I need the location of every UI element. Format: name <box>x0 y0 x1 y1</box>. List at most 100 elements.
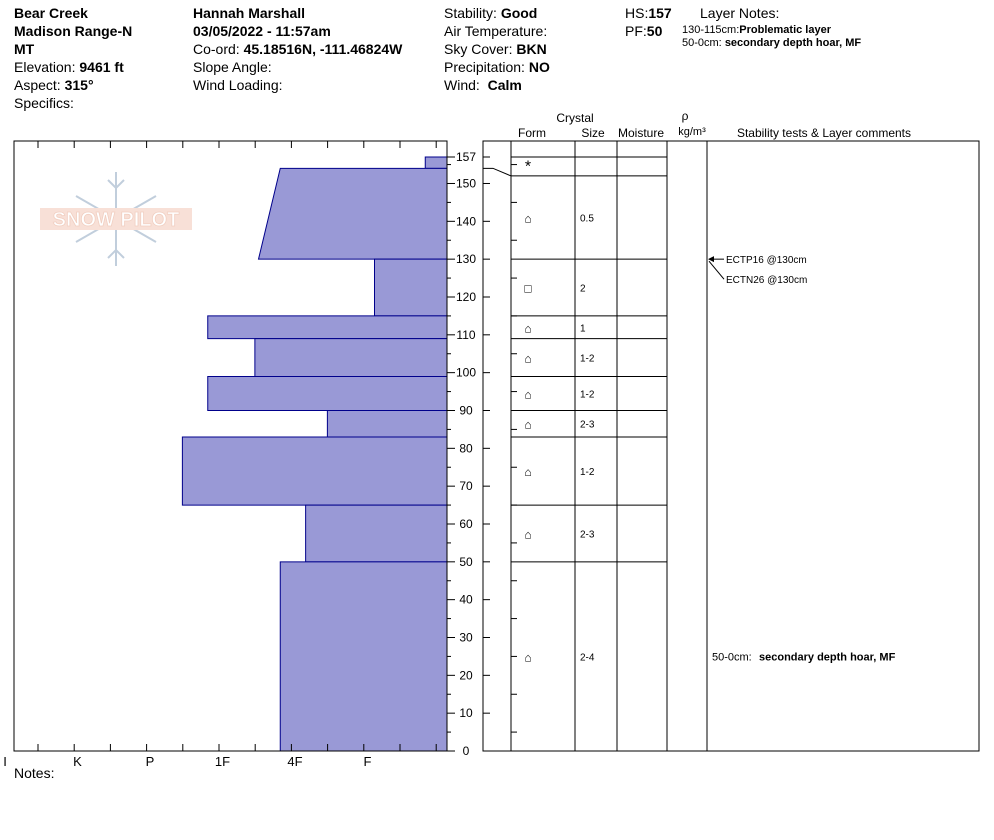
snowpilot-logo: SNOW PILOT <box>40 172 192 266</box>
elevation-value: 9461 ft <box>79 59 124 75</box>
air-temp-label: Air Temperature: <box>444 23 548 39</box>
hardness-layer-bar <box>279 561 448 752</box>
grain-size-label: 1-2 <box>580 354 595 365</box>
wind-loading-label: Wind Loading: <box>193 77 283 93</box>
form-header: Form <box>518 126 546 140</box>
depth-tick-label: 40 <box>459 593 473 607</box>
layer-comment-range: 50-0cm: <box>712 651 752 663</box>
pf-label: PF: <box>625 23 647 39</box>
observer-info: Hannah Marshall 03/05/2022 - 11:57am Co-… <box>193 4 402 94</box>
depth-tick-label: 90 <box>459 403 473 417</box>
notes-label: Notes: <box>14 765 55 781</box>
hs-label: HS: <box>625 5 649 21</box>
grain-form-symbol: □ <box>524 282 531 296</box>
hardness-layer-bar <box>424 156 448 169</box>
elevation-label: Elevation: <box>14 59 76 75</box>
depth-tick-label: 120 <box>456 290 476 304</box>
precip-value: NO <box>528 59 550 75</box>
logo-text: SNOW PILOT <box>53 209 180 231</box>
hardness-layer-bar <box>374 258 448 317</box>
hardness-layer-bar <box>305 504 448 563</box>
range-name: Madison Range-N <box>14 23 133 39</box>
hardness-layer-bar <box>254 338 448 377</box>
grain-form-symbol: * <box>525 158 531 175</box>
grain-form-symbol: ⌂ <box>524 387 531 401</box>
hs-pf-info: HS:157 PF:50 <box>625 4 672 40</box>
stability-test-leader <box>708 260 725 280</box>
density-unit-header: kg/m³ <box>678 126 706 138</box>
depth-tick-label: 130 <box>456 252 476 266</box>
crystal-header: Crystal <box>556 111 593 125</box>
hardness-tick-label: P <box>146 754 155 769</box>
precip-label: Precipitation: <box>444 59 525 75</box>
stability-test-arrow <box>708 256 714 263</box>
wind-label: Wind: <box>444 77 480 93</box>
observation-datetime: 03/05/2022 - 11:57am <box>193 23 331 39</box>
observer-name: Hannah Marshall <box>193 5 306 21</box>
depth-tick-label: 80 <box>459 441 473 455</box>
hardness-tick-label: K <box>73 754 82 769</box>
depth-tick-label: 0 <box>463 744 470 758</box>
conditions-info: Stability: Good Air Temperature: Sky Cov… <box>444 4 550 94</box>
hardness-tick-label: 1F <box>215 754 230 769</box>
size-header: Size <box>581 126 605 140</box>
depth-tick-label: 70 <box>459 479 473 493</box>
grain-size-label: 0.5 <box>580 214 594 225</box>
layer-notes-title: Layer Notes: <box>700 5 780 21</box>
layer-note-text: Problematic layer <box>739 24 831 36</box>
grain-form-symbol: ⌂ <box>524 352 531 366</box>
grain-size-label: 2 <box>580 284 586 295</box>
site-info: Bear Creek Madison Range-N MT Elevation:… <box>14 4 132 112</box>
depth-tick-label: 30 <box>459 630 473 644</box>
aspect-label: Aspect: <box>14 77 61 93</box>
stability-label: Stability: <box>444 5 497 21</box>
depth-tick-label: 60 <box>459 517 473 531</box>
grain-form-symbol: ⌂ <box>524 321 531 335</box>
depth-tick-label: 10 <box>459 706 473 720</box>
depth-tick-label: 157 <box>456 150 476 164</box>
stability-value: Good <box>500 5 538 21</box>
sky-cover-label: Sky Cover: <box>444 41 513 57</box>
layer-note-text: secondary depth hoar, MF <box>724 37 862 49</box>
wind-value: Calm <box>487 77 522 93</box>
specifics-label: Specifics: <box>14 95 74 111</box>
grain-form-symbol: ⌂ <box>524 418 531 432</box>
grain-size-label: 2-3 <box>580 420 595 431</box>
stability-test-label: ECTN26 @130cm <box>726 275 807 286</box>
depth-tick-label: 50 <box>459 555 473 569</box>
grain-size-label: 1 <box>580 323 586 334</box>
grain-size-label: 2-4 <box>580 652 595 663</box>
layer-comment-text: secondary depth hoar, MF <box>759 651 896 663</box>
location-name: Bear Creek <box>14 5 88 21</box>
hardness-tick-label: I <box>3 754 7 769</box>
grain-form-symbol: ⌂ <box>524 212 531 226</box>
grain-form-symbol: ⌂ <box>524 527 531 541</box>
hs-value: 157 <box>648 5 672 21</box>
depth-tick-label: 150 <box>456 176 476 190</box>
grain-size-label: 1-2 <box>580 467 595 478</box>
depth-tick-label: 20 <box>459 668 473 682</box>
slope-angle-label: Slope Angle: <box>193 59 272 75</box>
sky-cover-value: BKN <box>516 41 547 57</box>
stability-test-label: ECTP16 @130cm <box>726 255 807 266</box>
moisture-header: Moisture <box>618 126 664 140</box>
state-name: MT <box>14 41 35 57</box>
aspect-value: 315° <box>64 77 94 93</box>
layer-notes: 130-115cm:Problematic layer 50-0cm: seco… <box>682 24 861 50</box>
grain-form-symbol: ⌂ <box>524 650 531 664</box>
layer-note-range: 130-115cm: <box>682 24 740 36</box>
hardness-layer-bar <box>257 167 448 260</box>
depth-tick-label: 110 <box>456 328 475 342</box>
coord-value: 45.18516N, -111.46824W <box>243 41 403 57</box>
hardness-tick-label: F <box>364 754 372 769</box>
layer-connector <box>483 167 512 177</box>
stability-comments-header: Stability tests & Layer comments <box>737 126 911 140</box>
layer-note-range: 50-0cm: <box>682 37 722 49</box>
grain-form-symbol: ⌂ <box>524 465 531 479</box>
pf-value: 50 <box>646 23 663 39</box>
grain-size-label: 2-3 <box>580 529 595 540</box>
crystal-table-frame <box>482 140 980 752</box>
hardness-layer-bar <box>326 409 448 438</box>
hardness-layer-bar <box>181 436 448 506</box>
